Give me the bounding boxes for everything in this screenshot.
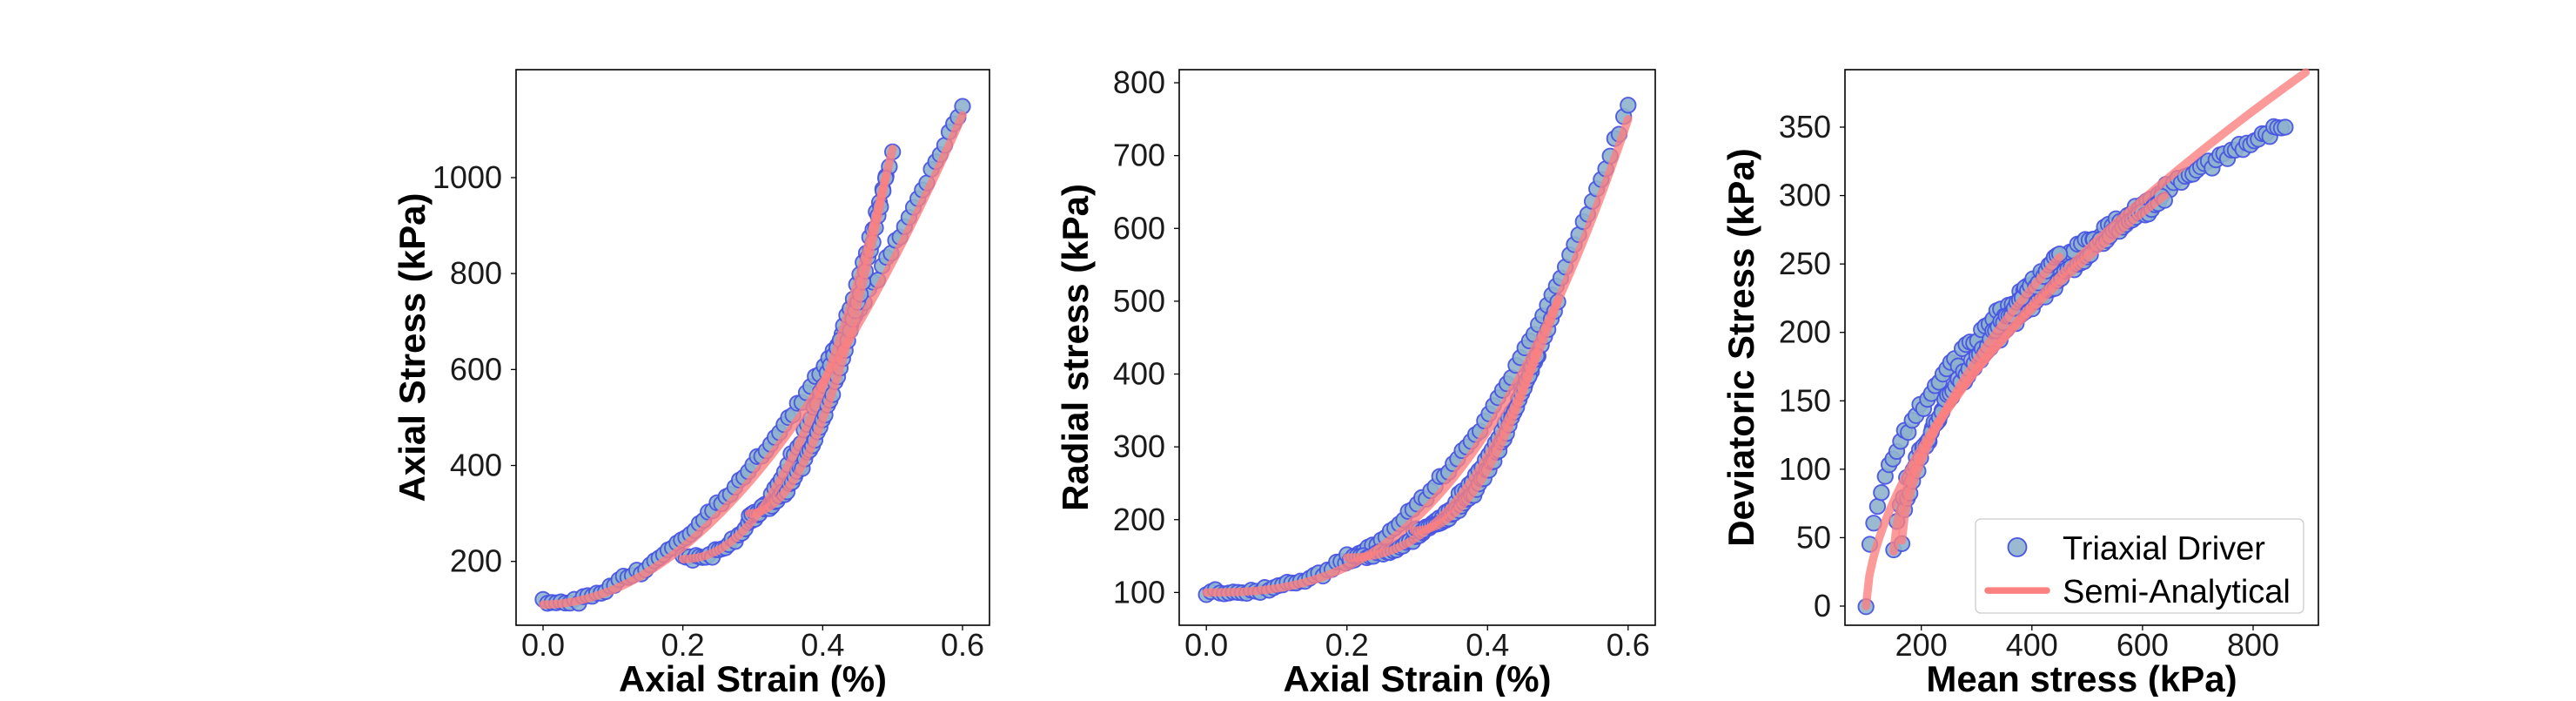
svg-text:150: 150 (1779, 382, 1831, 418)
svg-text:300: 300 (1113, 428, 1165, 464)
svg-text:0.4: 0.4 (1466, 627, 1509, 663)
svg-text:600: 600 (450, 351, 502, 387)
svg-text:200: 200 (1113, 502, 1165, 537)
svg-text:600: 600 (1113, 210, 1165, 246)
svg-text:800: 800 (1113, 64, 1165, 100)
svg-text:100: 100 (1779, 451, 1831, 487)
svg-text:Mean stress (kPa): Mean stress (kPa) (1926, 658, 2237, 697)
svg-text:1000: 1000 (433, 159, 502, 195)
svg-text:800: 800 (450, 255, 502, 291)
svg-text:50: 50 (1796, 519, 1831, 555)
svg-text:0.6: 0.6 (1607, 627, 1650, 663)
svg-text:400: 400 (2006, 627, 2058, 663)
svg-text:500: 500 (1113, 283, 1165, 319)
svg-text:600: 600 (2116, 627, 2169, 663)
svg-text:350: 350 (1779, 109, 1831, 145)
svg-text:0.6: 0.6 (941, 627, 984, 663)
svg-text:200: 200 (1895, 627, 1948, 663)
svg-text:400: 400 (450, 448, 502, 483)
svg-text:Semi-Analytical: Semi-Analytical (2063, 574, 2291, 610)
svg-text:Axial Strain (%): Axial Strain (%) (1283, 658, 1551, 697)
svg-text:200: 200 (1779, 314, 1831, 350)
svg-text:700: 700 (1113, 138, 1165, 173)
svg-text:Axial Strain (%): Axial Strain (%) (619, 658, 887, 697)
svg-text:Deviatoric Stress (kPa): Deviatoric Stress (kPa) (1721, 148, 1761, 547)
svg-text:200: 200 (450, 543, 502, 579)
svg-text:0.0: 0.0 (1184, 627, 1228, 663)
svg-text:0.2: 0.2 (1325, 627, 1369, 663)
svg-text:0.4: 0.4 (801, 627, 844, 663)
svg-text:Axial Stress (kPa): Axial Stress (kPa) (392, 193, 433, 502)
svg-text:0: 0 (1814, 588, 1831, 623)
svg-text:Radial stress (kPa): Radial stress (kPa) (1055, 184, 1096, 511)
svg-text:100: 100 (1113, 574, 1165, 610)
svg-text:300: 300 (1779, 178, 1831, 213)
svg-text:0.2: 0.2 (661, 627, 705, 663)
svg-text:Triaxial Driver: Triaxial Driver (2063, 530, 2265, 567)
svg-text:250: 250 (1779, 246, 1831, 281)
svg-text:400: 400 (1113, 356, 1165, 392)
svg-text:0.0: 0.0 (521, 627, 565, 663)
svg-text:800: 800 (2227, 627, 2279, 663)
